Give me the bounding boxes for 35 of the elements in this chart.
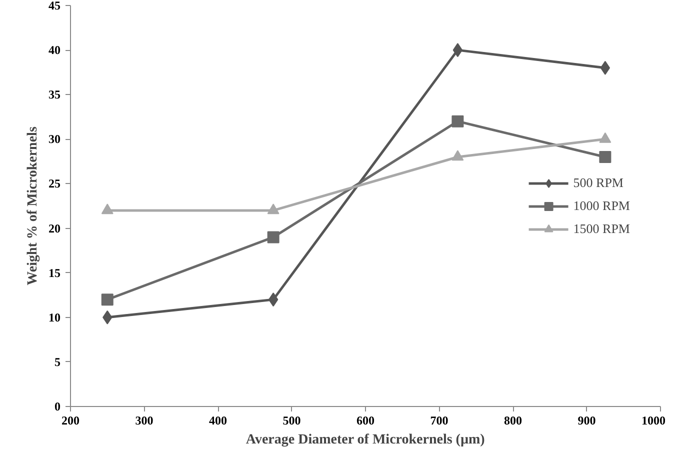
y-tick-label: 0: [54, 400, 60, 414]
point: [267, 204, 280, 214]
x-axis-title: Average Diameter of Microkernels (µm): [246, 432, 486, 448]
x-tick-label: 400: [209, 414, 227, 428]
y-tick-label: 25: [48, 176, 60, 191]
point: [600, 60, 610, 75]
point: [599, 132, 612, 143]
x-tick-label: 300: [135, 414, 154, 428]
point: [101, 294, 114, 306]
x-tick-label: 600: [356, 414, 374, 428]
x-tick-label: 700: [430, 414, 448, 428]
x-tick-label: 900: [578, 414, 596, 428]
point: [599, 150, 612, 163]
point: [452, 150, 464, 161]
y-tick-label: 30: [48, 132, 60, 146]
y-tick-label: 5: [54, 354, 60, 369]
y-tick-label: 15: [48, 266, 60, 280]
y-tick-label: 45: [48, 0, 60, 12]
x-tick-label: 800: [504, 414, 522, 428]
point: [267, 231, 280, 244]
point: [452, 43, 463, 58]
legend-label: 500 RPM: [573, 174, 624, 190]
point: [452, 115, 464, 128]
y-tick-label: 20: [48, 221, 60, 236]
y-tick-label: 10: [48, 310, 60, 324]
x-tick-label: 1000: [642, 414, 666, 428]
y-tick-label: 40: [48, 43, 60, 58]
legend-label: 1000 RPM: [573, 198, 630, 214]
point: [268, 292, 278, 307]
point: [101, 204, 114, 214]
legend-label: 1500 RPM: [573, 220, 630, 236]
x-tick-label: 500: [282, 414, 301, 428]
y-tick-label: 35: [48, 88, 60, 102]
y-axis-title: Weight % of Microkernels: [26, 126, 40, 286]
x-tick-label: 200: [62, 414, 80, 428]
